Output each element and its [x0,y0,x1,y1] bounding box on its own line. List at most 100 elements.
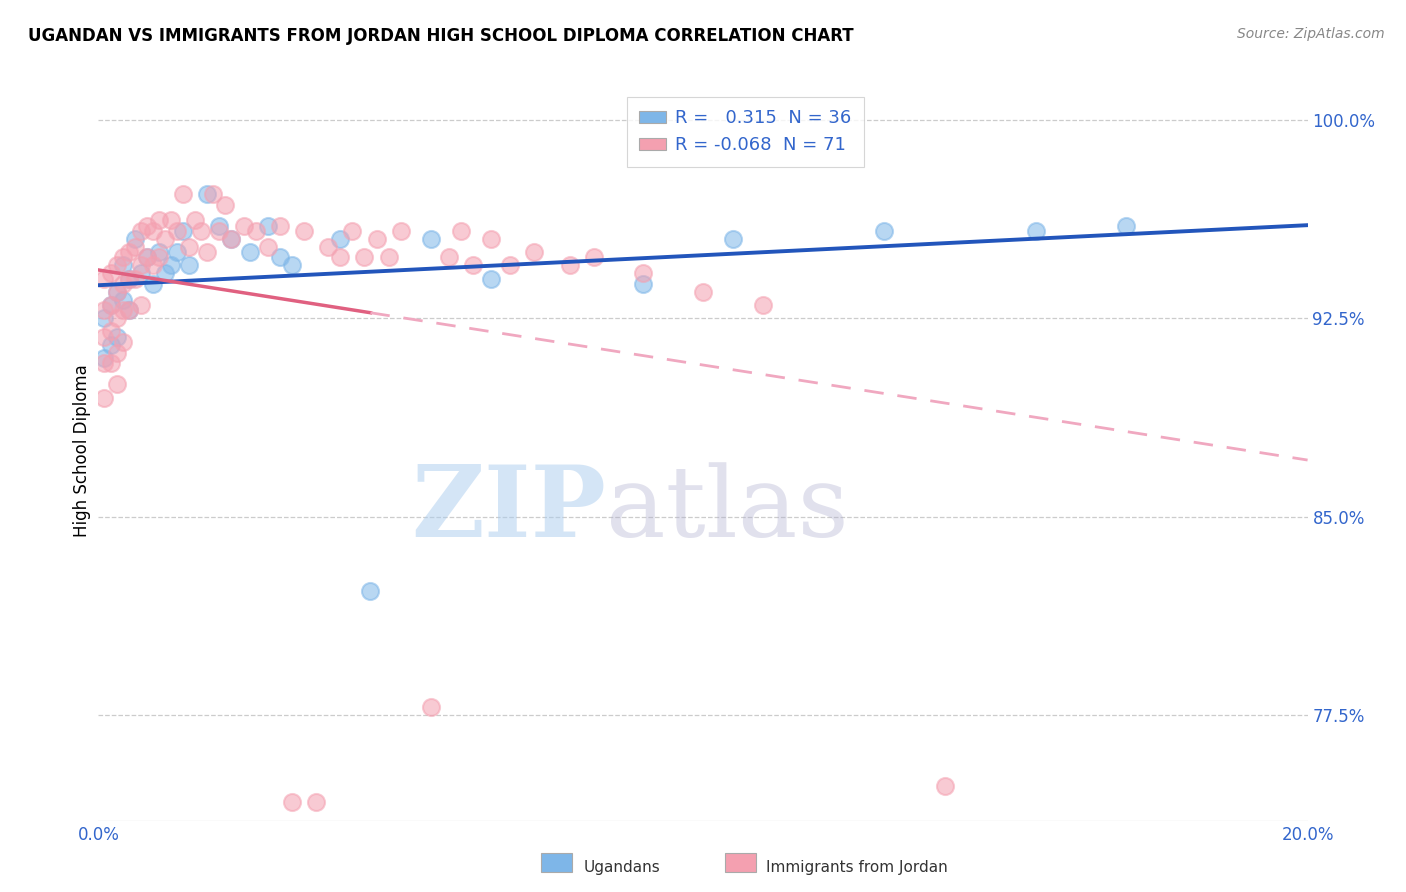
Point [129,298,152,312]
Legend: R =   0.315  N = 36, R = -0.068  N = 71: R = 0.315 N = 36, R = -0.068 N = 71 [627,96,865,167]
Point [208,219,231,233]
Text: Immigrants from Jordan: Immigrants from Jordan [766,861,948,875]
Point [111,303,134,318]
Point [583,251,606,265]
Point [148,251,170,265]
Point [148,245,170,260]
Point [166,245,188,260]
Point [281,795,304,809]
Point [100,325,122,339]
Point [93,271,115,285]
Point [523,245,546,260]
Text: atlas: atlas [606,462,849,558]
Point [239,245,262,260]
Point [692,285,714,299]
Point [100,337,122,351]
Point [208,224,231,238]
Point [463,259,485,273]
Point [934,779,956,793]
Point [1024,224,1046,238]
Text: Ugandans: Ugandans [583,861,661,875]
Point [166,224,188,238]
Point [105,285,128,299]
Point [631,266,654,280]
Point [111,293,134,307]
Point [420,700,443,714]
Point [93,311,115,326]
Point [105,330,128,344]
Point [124,271,146,285]
Point [281,259,304,273]
Point [172,224,194,238]
Point [111,334,134,349]
Point [93,351,115,365]
Point [124,240,146,254]
Point [153,232,176,246]
Point [129,259,152,273]
Point [214,197,236,211]
Point [195,186,218,201]
Point [202,186,225,201]
Y-axis label: High School Diploma: High School Diploma [73,364,91,537]
Point [329,232,352,246]
Point [100,298,122,312]
Point [93,330,115,344]
Point [420,232,443,246]
Point [135,251,157,265]
Point [100,266,122,280]
Point [179,240,201,254]
Point [135,251,157,265]
Point [118,303,141,318]
Point [342,224,364,238]
Point [184,213,207,227]
Point [292,224,315,238]
Text: Source: ZipAtlas.com: Source: ZipAtlas.com [1237,27,1385,41]
Point [723,232,745,246]
Point [558,259,581,273]
Point [118,245,141,260]
Point [142,224,165,238]
Point [111,277,134,291]
Point [105,285,128,299]
Point [100,298,122,312]
Point [450,224,472,238]
Point [873,224,896,238]
Point [269,219,291,233]
Point [195,245,218,260]
Point [160,213,183,227]
Point [353,251,375,265]
Point [316,240,339,254]
Point [93,356,115,370]
Point [129,224,152,238]
Point [111,251,134,265]
Point [129,266,152,280]
Point [148,213,170,227]
Point [93,391,115,405]
Point [179,259,201,273]
Point [142,259,165,273]
Point [360,583,382,598]
Point [111,259,134,273]
Point [752,298,775,312]
Point [100,356,122,370]
Point [481,232,503,246]
Point [105,345,128,359]
Point [481,271,503,285]
Point [631,277,654,291]
Point [118,271,141,285]
Point [389,224,412,238]
Point [377,251,399,265]
Point [498,259,520,273]
Point [124,232,146,246]
Point [105,311,128,326]
Point [366,232,388,246]
Point [190,224,212,238]
Point [221,232,243,246]
Point [1115,219,1137,233]
Point [256,219,278,233]
Point [232,219,254,233]
Text: UGANDAN VS IMMIGRANTS FROM JORDAN HIGH SCHOOL DIPLOMA CORRELATION CHART: UGANDAN VS IMMIGRANTS FROM JORDAN HIGH S… [28,27,853,45]
Point [153,266,176,280]
Point [437,251,460,265]
Point [221,232,243,246]
